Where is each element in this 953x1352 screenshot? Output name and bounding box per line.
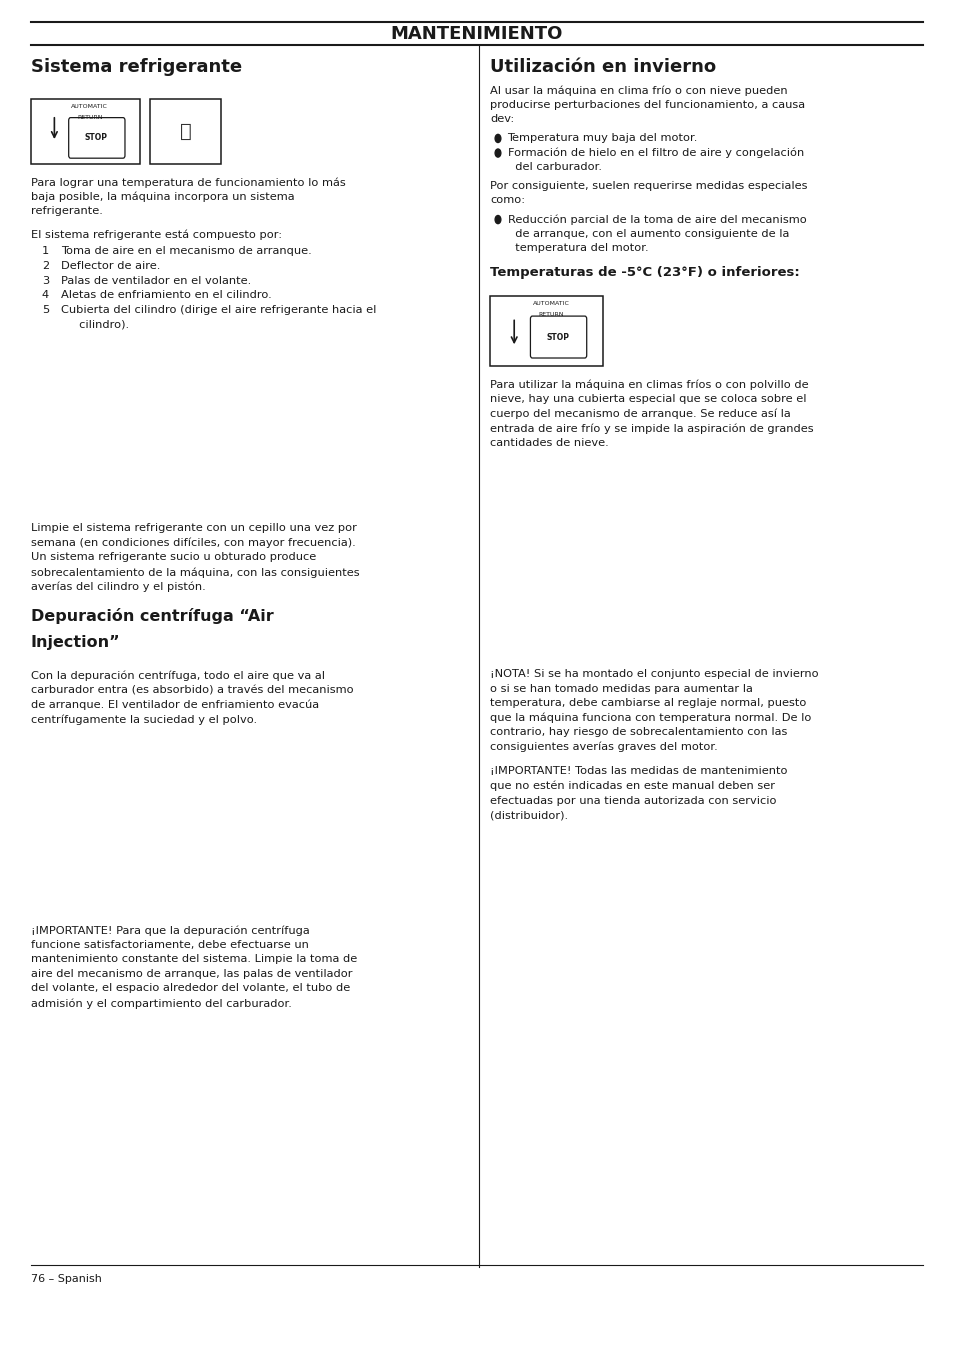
Text: 2: 2 <box>42 261 49 270</box>
Text: Sistema refrigerante: Sistema refrigerante <box>30 58 241 76</box>
Text: de arranque. El ventilador de enfriamiento evacúa: de arranque. El ventilador de enfriamien… <box>30 700 318 710</box>
Text: producirse perturbaciones del funcionamiento, a causa: producirse perturbaciones del funcionami… <box>490 100 804 110</box>
Text: RETURN: RETURN <box>77 115 102 120</box>
Text: Depuración centrífuga “Air: Depuración centrífuga “Air <box>30 608 273 625</box>
Text: 3: 3 <box>42 276 50 285</box>
Text: MANTENIMIENTO: MANTENIMIENTO <box>391 24 562 43</box>
Text: Para lograr una temperatura de funcionamiento lo más: Para lograr una temperatura de funcionam… <box>30 177 345 188</box>
FancyBboxPatch shape <box>150 99 221 164</box>
Text: Al usar la máquina en clima frío o con nieve pueden: Al usar la máquina en clima frío o con n… <box>490 85 787 96</box>
Text: cuerpo del mecanismo de arranque. Se reduce así la: cuerpo del mecanismo de arranque. Se red… <box>490 408 790 419</box>
Text: refrigerante.: refrigerante. <box>30 207 102 216</box>
Text: o si se han tomado medidas para aumentar la: o si se han tomado medidas para aumentar… <box>490 684 753 694</box>
Text: 4: 4 <box>42 291 49 300</box>
Text: contrario, hay riesgo de sobrecalentamiento con las: contrario, hay riesgo de sobrecalentamie… <box>490 727 787 737</box>
Text: Formación de hielo en el filtro de aire y congelación: Formación de hielo en el filtro de aire … <box>507 147 803 158</box>
Text: Utilización en invierno: Utilización en invierno <box>490 58 716 76</box>
Text: Aletas de enfriamiento en el cilindro.: Aletas de enfriamiento en el cilindro. <box>61 291 272 300</box>
Text: nieve, hay una cubierta especial que se coloca sobre el: nieve, hay una cubierta especial que se … <box>490 395 806 404</box>
Text: ¡IMPORTANTE! Para que la depuración centrífuga: ¡IMPORTANTE! Para que la depuración cent… <box>30 925 309 936</box>
Circle shape <box>495 149 500 157</box>
Text: ¡IMPORTANTE! Todas las medidas de mantenimiento: ¡IMPORTANTE! Todas las medidas de manten… <box>490 767 787 776</box>
Text: (distribuidor).: (distribuidor). <box>490 810 568 821</box>
Text: averías del cilindro y el pistón.: averías del cilindro y el pistón. <box>30 581 205 592</box>
Text: aire del mecanismo de arranque, las palas de ventilador: aire del mecanismo de arranque, las pala… <box>30 969 352 979</box>
FancyBboxPatch shape <box>530 316 586 358</box>
Text: mantenimiento constante del sistema. Limpie la toma de: mantenimiento constante del sistema. Lim… <box>30 955 356 964</box>
Text: efectuadas por una tienda autorizada con servicio: efectuadas por una tienda autorizada con… <box>490 795 776 806</box>
Text: Con la depuración centrífuga, todo el aire que va al: Con la depuración centrífuga, todo el ai… <box>30 671 324 681</box>
Text: Reducción parcial de la toma de aire del mecanismo: Reducción parcial de la toma de aire del… <box>507 214 805 224</box>
FancyBboxPatch shape <box>490 296 602 366</box>
Circle shape <box>495 134 500 142</box>
Text: que la máquina funciona con temperatura normal. De lo: que la máquina funciona con temperatura … <box>490 713 811 723</box>
Text: dev:: dev: <box>490 115 514 124</box>
Text: ¡NOTA! Si se ha montado el conjunto especial de invierno: ¡NOTA! Si se ha montado el conjunto espe… <box>490 669 818 679</box>
FancyBboxPatch shape <box>69 118 125 158</box>
Text: Temperaturas de -5°C (23°F) o inferiores:: Temperaturas de -5°C (23°F) o inferiores… <box>490 266 800 279</box>
Text: entrada de aire frío y se impide la aspiración de grandes: entrada de aire frío y se impide la aspi… <box>490 423 813 434</box>
Text: Para utilizar la máquina en climas fríos o con polvillo de: Para utilizar la máquina en climas fríos… <box>490 380 808 391</box>
Text: centrífugamente la suciedad y el polvo.: centrífugamente la suciedad y el polvo. <box>30 714 256 725</box>
Text: baja posible, la máquina incorpora un sistema: baja posible, la máquina incorpora un si… <box>30 192 294 203</box>
Text: Limpie el sistema refrigerante con un cepillo una vez por: Limpie el sistema refrigerante con un ce… <box>30 523 356 533</box>
Text: del carburador.: del carburador. <box>507 162 601 172</box>
Text: consiguientes averías graves del motor.: consiguientes averías graves del motor. <box>490 742 718 753</box>
Text: 5: 5 <box>42 304 50 315</box>
Text: STOP: STOP <box>546 333 569 342</box>
Text: Temperatura muy baja del motor.: Temperatura muy baja del motor. <box>507 132 698 143</box>
Text: STOP: STOP <box>85 134 108 142</box>
Text: como:: como: <box>490 196 525 206</box>
Text: cantidades de nieve.: cantidades de nieve. <box>490 438 608 448</box>
Text: 1: 1 <box>42 246 50 257</box>
Text: admisión y el compartimiento del carburador.: admisión y el compartimiento del carbura… <box>30 998 291 1009</box>
Text: AUTOMATIC: AUTOMATIC <box>71 104 108 110</box>
Text: carburador entra (es absorbido) a través del mecanismo: carburador entra (es absorbido) a través… <box>30 685 353 695</box>
FancyBboxPatch shape <box>30 99 140 164</box>
Text: semana (en condiciones difíciles, con mayor frecuencia).: semana (en condiciones difíciles, con ma… <box>30 538 355 549</box>
Text: de arranque, con el aumento consiguiente de la: de arranque, con el aumento consiguiente… <box>507 228 788 239</box>
Text: temperatura, debe cambiarse al reglaje normal, puesto: temperatura, debe cambiarse al reglaje n… <box>490 698 806 708</box>
Text: Por consiguiente, suelen requerirse medidas especiales: Por consiguiente, suelen requerirse medi… <box>490 181 807 191</box>
Text: Un sistema refrigerante sucio u obturado produce: Un sistema refrigerante sucio u obturado… <box>30 553 315 562</box>
Text: Injection”: Injection” <box>30 635 120 650</box>
Text: RETURN: RETURN <box>538 312 563 316</box>
Text: Deflector de aire.: Deflector de aire. <box>61 261 160 270</box>
Text: del volante, el espacio alrededor del volante, el tubo de: del volante, el espacio alrededor del vo… <box>30 983 350 994</box>
Text: funcione satisfactoriamente, debe efectuarse un: funcione satisfactoriamente, debe efectu… <box>30 940 308 949</box>
Text: que no estén indicadas en este manual deben ser: que no estén indicadas en este manual de… <box>490 781 775 791</box>
Text: Toma de aire en el mecanismo de arranque.: Toma de aire en el mecanismo de arranque… <box>61 246 312 257</box>
Text: sobrecalentamiento de la máquina, con las consiguientes: sobrecalentamiento de la máquina, con la… <box>30 566 358 577</box>
Text: cilindro).: cilindro). <box>61 319 129 330</box>
Text: 76 – Spanish: 76 – Spanish <box>30 1274 101 1283</box>
Text: Cubierta del cilindro (dirige el aire refrigerante hacia el: Cubierta del cilindro (dirige el aire re… <box>61 304 376 315</box>
Text: El sistema refrigerante está compuesto por:: El sistema refrigerante está compuesto p… <box>30 228 281 239</box>
Text: ✋: ✋ <box>179 122 192 141</box>
Text: Palas de ventilador en el volante.: Palas de ventilador en el volante. <box>61 276 251 285</box>
Bar <box>40 342 464 515</box>
Text: AUTOMATIC: AUTOMATIC <box>533 301 569 306</box>
Text: temperatura del motor.: temperatura del motor. <box>507 243 647 253</box>
Circle shape <box>495 215 500 223</box>
